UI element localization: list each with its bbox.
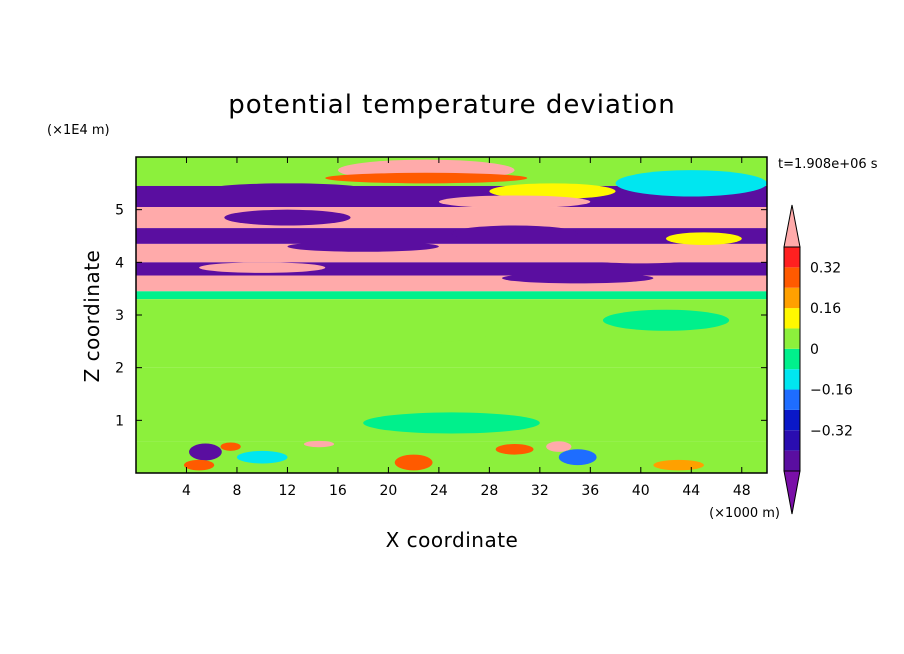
colorbar-segment <box>784 389 800 410</box>
colorbar-segment <box>784 450 800 471</box>
colorbar-segment <box>784 430 800 451</box>
contour-blob-29 <box>653 459 704 471</box>
colorbar-segment <box>784 328 800 349</box>
x-tick-label: 4 <box>182 483 191 499</box>
x-tick-label: 48 <box>733 483 751 499</box>
contour-blob-24 <box>303 440 335 448</box>
colorbar-segment <box>784 287 800 309</box>
x-tick-label: 20 <box>379 483 397 499</box>
contour-blob-27 <box>546 441 572 452</box>
contour-blob-5 <box>489 183 616 200</box>
contour-blob-22 <box>183 459 215 471</box>
contour-blob-25 <box>394 454 433 471</box>
contour-blob-18 <box>224 378 427 410</box>
y-axis-ticks: 1 2 3 4 5 <box>115 203 767 429</box>
x-tick-label: 32 <box>531 483 549 499</box>
colorbar-segment <box>784 369 800 390</box>
x-tick-label: 8 <box>232 483 241 499</box>
contour-blob-20 <box>363 412 540 434</box>
contour-blob-21 <box>189 443 222 461</box>
colorbar-label: 0 <box>810 342 819 358</box>
layer-blobs <box>161 159 767 471</box>
contour-blob-14 <box>274 312 502 344</box>
x-tick-label: 36 <box>581 483 599 499</box>
contour-blob-7 <box>224 209 351 226</box>
y-axis-unit: (×1E4 m) <box>47 123 110 138</box>
time-label: t=1.908e+06 s <box>778 157 878 172</box>
contour-blob-26 <box>495 444 534 455</box>
contour-blob-3 <box>615 170 767 197</box>
x-tick-label: 12 <box>279 483 297 499</box>
chart-title: potential temperature deviation <box>228 90 675 120</box>
contour-blob-4 <box>211 183 364 194</box>
colorbar-label: −0.32 <box>810 423 853 439</box>
contour-blob-16 <box>161 317 263 344</box>
x-axis-unit: (×1000 m) <box>709 506 780 521</box>
colorbar-label: 0.32 <box>810 260 841 276</box>
x-tick-label: 44 <box>682 483 700 499</box>
contour-band-7 <box>136 291 767 300</box>
x-tick-label: 28 <box>480 483 498 499</box>
y-tick-label: 1 <box>115 413 124 429</box>
contour-blob-28 <box>558 449 597 466</box>
y-tick-label: 4 <box>115 255 124 271</box>
contour-blob-30 <box>236 450 288 464</box>
colorbar-arrow-bottom <box>783 470 801 515</box>
colorbar-segment <box>784 267 800 288</box>
plot-area <box>136 157 767 473</box>
contour-blob-8 <box>451 225 578 242</box>
colorbar-arrow-top <box>783 204 801 248</box>
contour-blob-17 <box>413 338 616 366</box>
contour-blob-23 <box>220 442 241 451</box>
y-tick-label: 3 <box>115 308 124 324</box>
y-tick-label: 5 <box>115 203 124 219</box>
contour-band-6 <box>136 275 767 292</box>
colorbar-frame <box>783 246 801 472</box>
contour-blob-11 <box>577 250 704 264</box>
colorbar-segment <box>784 348 800 370</box>
contour-blob-12 <box>199 262 326 273</box>
x-axis-label: X coordinate <box>386 528 519 552</box>
contour-blob-19 <box>539 388 742 421</box>
x-tick-label: 24 <box>430 483 448 499</box>
colorbar-segment <box>784 247 800 268</box>
contour-band-3 <box>136 228 767 244</box>
x-tick-label: 16 <box>329 483 347 499</box>
colorbar-segment <box>784 409 800 431</box>
y-axis-label: Z coordinate <box>80 250 104 383</box>
contour-blob-10 <box>287 241 439 252</box>
x-tick-label: 40 <box>632 483 650 499</box>
contour-blob-9 <box>666 232 742 245</box>
contour-blob-13 <box>501 272 654 284</box>
colorbar-label: 0.16 <box>810 301 841 317</box>
contour-blob-15 <box>602 309 730 331</box>
colorbar-segment <box>784 308 800 329</box>
y-tick-label: 2 <box>115 361 124 377</box>
colorbar-label: −0.16 <box>810 383 853 399</box>
x-axis-ticks: 4 8 12 16 20 24 28 32 36 40 44 48 <box>182 157 751 499</box>
contour-blob-6 <box>438 195 591 209</box>
contour-blob-1 <box>325 172 528 184</box>
colorbar: 0.32 0.16 0 −0.16 −0.32 <box>783 204 853 515</box>
